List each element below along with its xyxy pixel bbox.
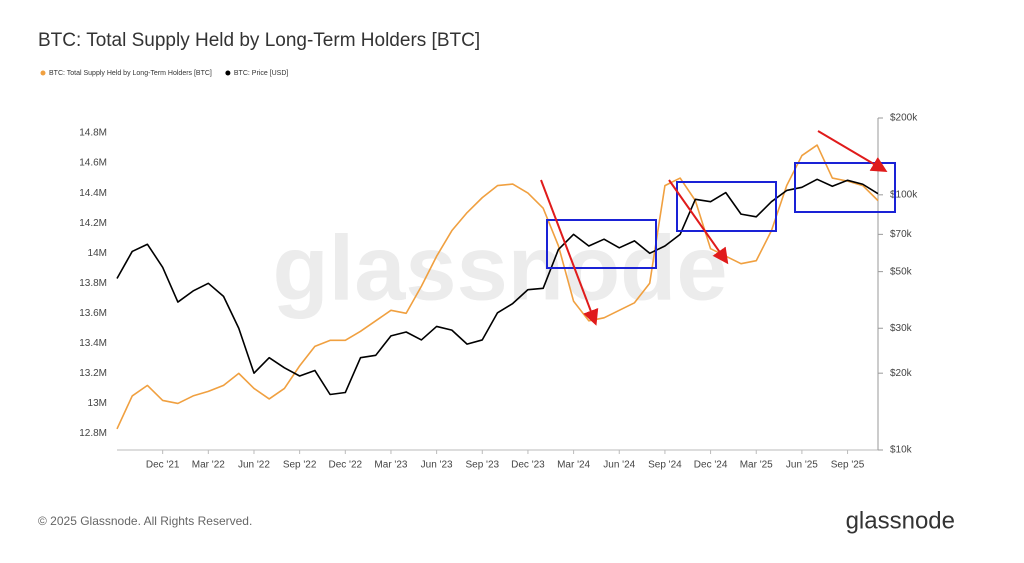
y-tick-label: 14.4M <box>79 188 107 199</box>
y2-tick-label: $200k <box>890 113 918 124</box>
x-tick-label: Mar '23 <box>374 460 407 471</box>
trend-arrow <box>668 179 729 265</box>
x-tick-label: Jun '22 <box>238 460 270 471</box>
legend-label: BTC: Total Supply Held by Long-Term Hold… <box>49 70 212 77</box>
plot-area: 12.8M 13M 13.2M 13.4M 13.6M 13.8M 14M 14.2M 14.4… <box>79 113 918 471</box>
x-tick-label: Dec '21 <box>146 460 180 471</box>
y-tick-label: 13.4M <box>79 338 107 349</box>
y-tick-label: 13.2M <box>79 368 107 379</box>
watermark: glassnode <box>272 217 727 319</box>
x-tick-label: Mar '22 <box>192 460 225 471</box>
legend-label: BTC: Price [USD] <box>234 70 289 77</box>
highlight-box <box>676 181 777 232</box>
highlight-box <box>546 219 657 269</box>
x-tick-label: Sep '24 <box>648 460 682 471</box>
x-tick-label: Sep '23 <box>465 460 499 471</box>
x-tick-label: Sep '22 <box>283 460 317 471</box>
x-tick-label: Mar '24 <box>557 460 590 471</box>
x-tick-label: Dec '22 <box>329 460 363 471</box>
y2-tick-label: $100k <box>890 189 918 200</box>
series-line <box>116 144 879 430</box>
legend-swatch <box>40 70 46 76</box>
trend-arrow <box>817 130 888 173</box>
y-tick-label: 13.6M <box>79 308 107 319</box>
logo: glassnode <box>846 507 955 534</box>
x-tick-label: Sep '25 <box>831 460 865 471</box>
copyright: © 2025 Glassnode. All Rights Reserved. <box>38 514 252 528</box>
y-tick-label: 14.2M <box>79 218 107 229</box>
y-tick-label: 13.8M <box>79 278 107 289</box>
y-tick-label: 14M <box>88 248 107 259</box>
x-tick-label: Dec '23 <box>511 460 545 471</box>
legend: BTC: Total Supply Held by Long-Term Hold… <box>40 70 289 77</box>
highlight-box <box>794 162 896 213</box>
y2-tick-label: $50k <box>890 266 913 277</box>
y2-tick-label: $10k <box>890 445 913 456</box>
x-tick-label: Jun '24 <box>603 460 635 471</box>
y-tick-label: 14.6M <box>79 158 107 169</box>
x-tick-label: Dec '24 <box>694 460 728 471</box>
legend-swatch <box>225 70 231 76</box>
y-tick-label: 13M <box>88 398 107 409</box>
y2-tick-label: $20k <box>890 368 913 379</box>
trend-arrow <box>540 179 599 326</box>
y2-tick-label: $30k <box>890 323 913 334</box>
x-tick-label: Mar '25 <box>740 460 773 471</box>
y2-tick-label: $70k <box>890 229 913 240</box>
chart-title: BTC: Total Supply Held by Long-Term Hold… <box>38 30 480 51</box>
annotations <box>540 130 896 326</box>
series-line <box>116 178 879 396</box>
x-tick-label: Jun '23 <box>421 460 453 471</box>
y-tick-label: 14.8M <box>79 128 107 139</box>
x-tick-label: Jun '25 <box>786 460 818 471</box>
y-tick-label: 12.8M <box>79 428 107 439</box>
